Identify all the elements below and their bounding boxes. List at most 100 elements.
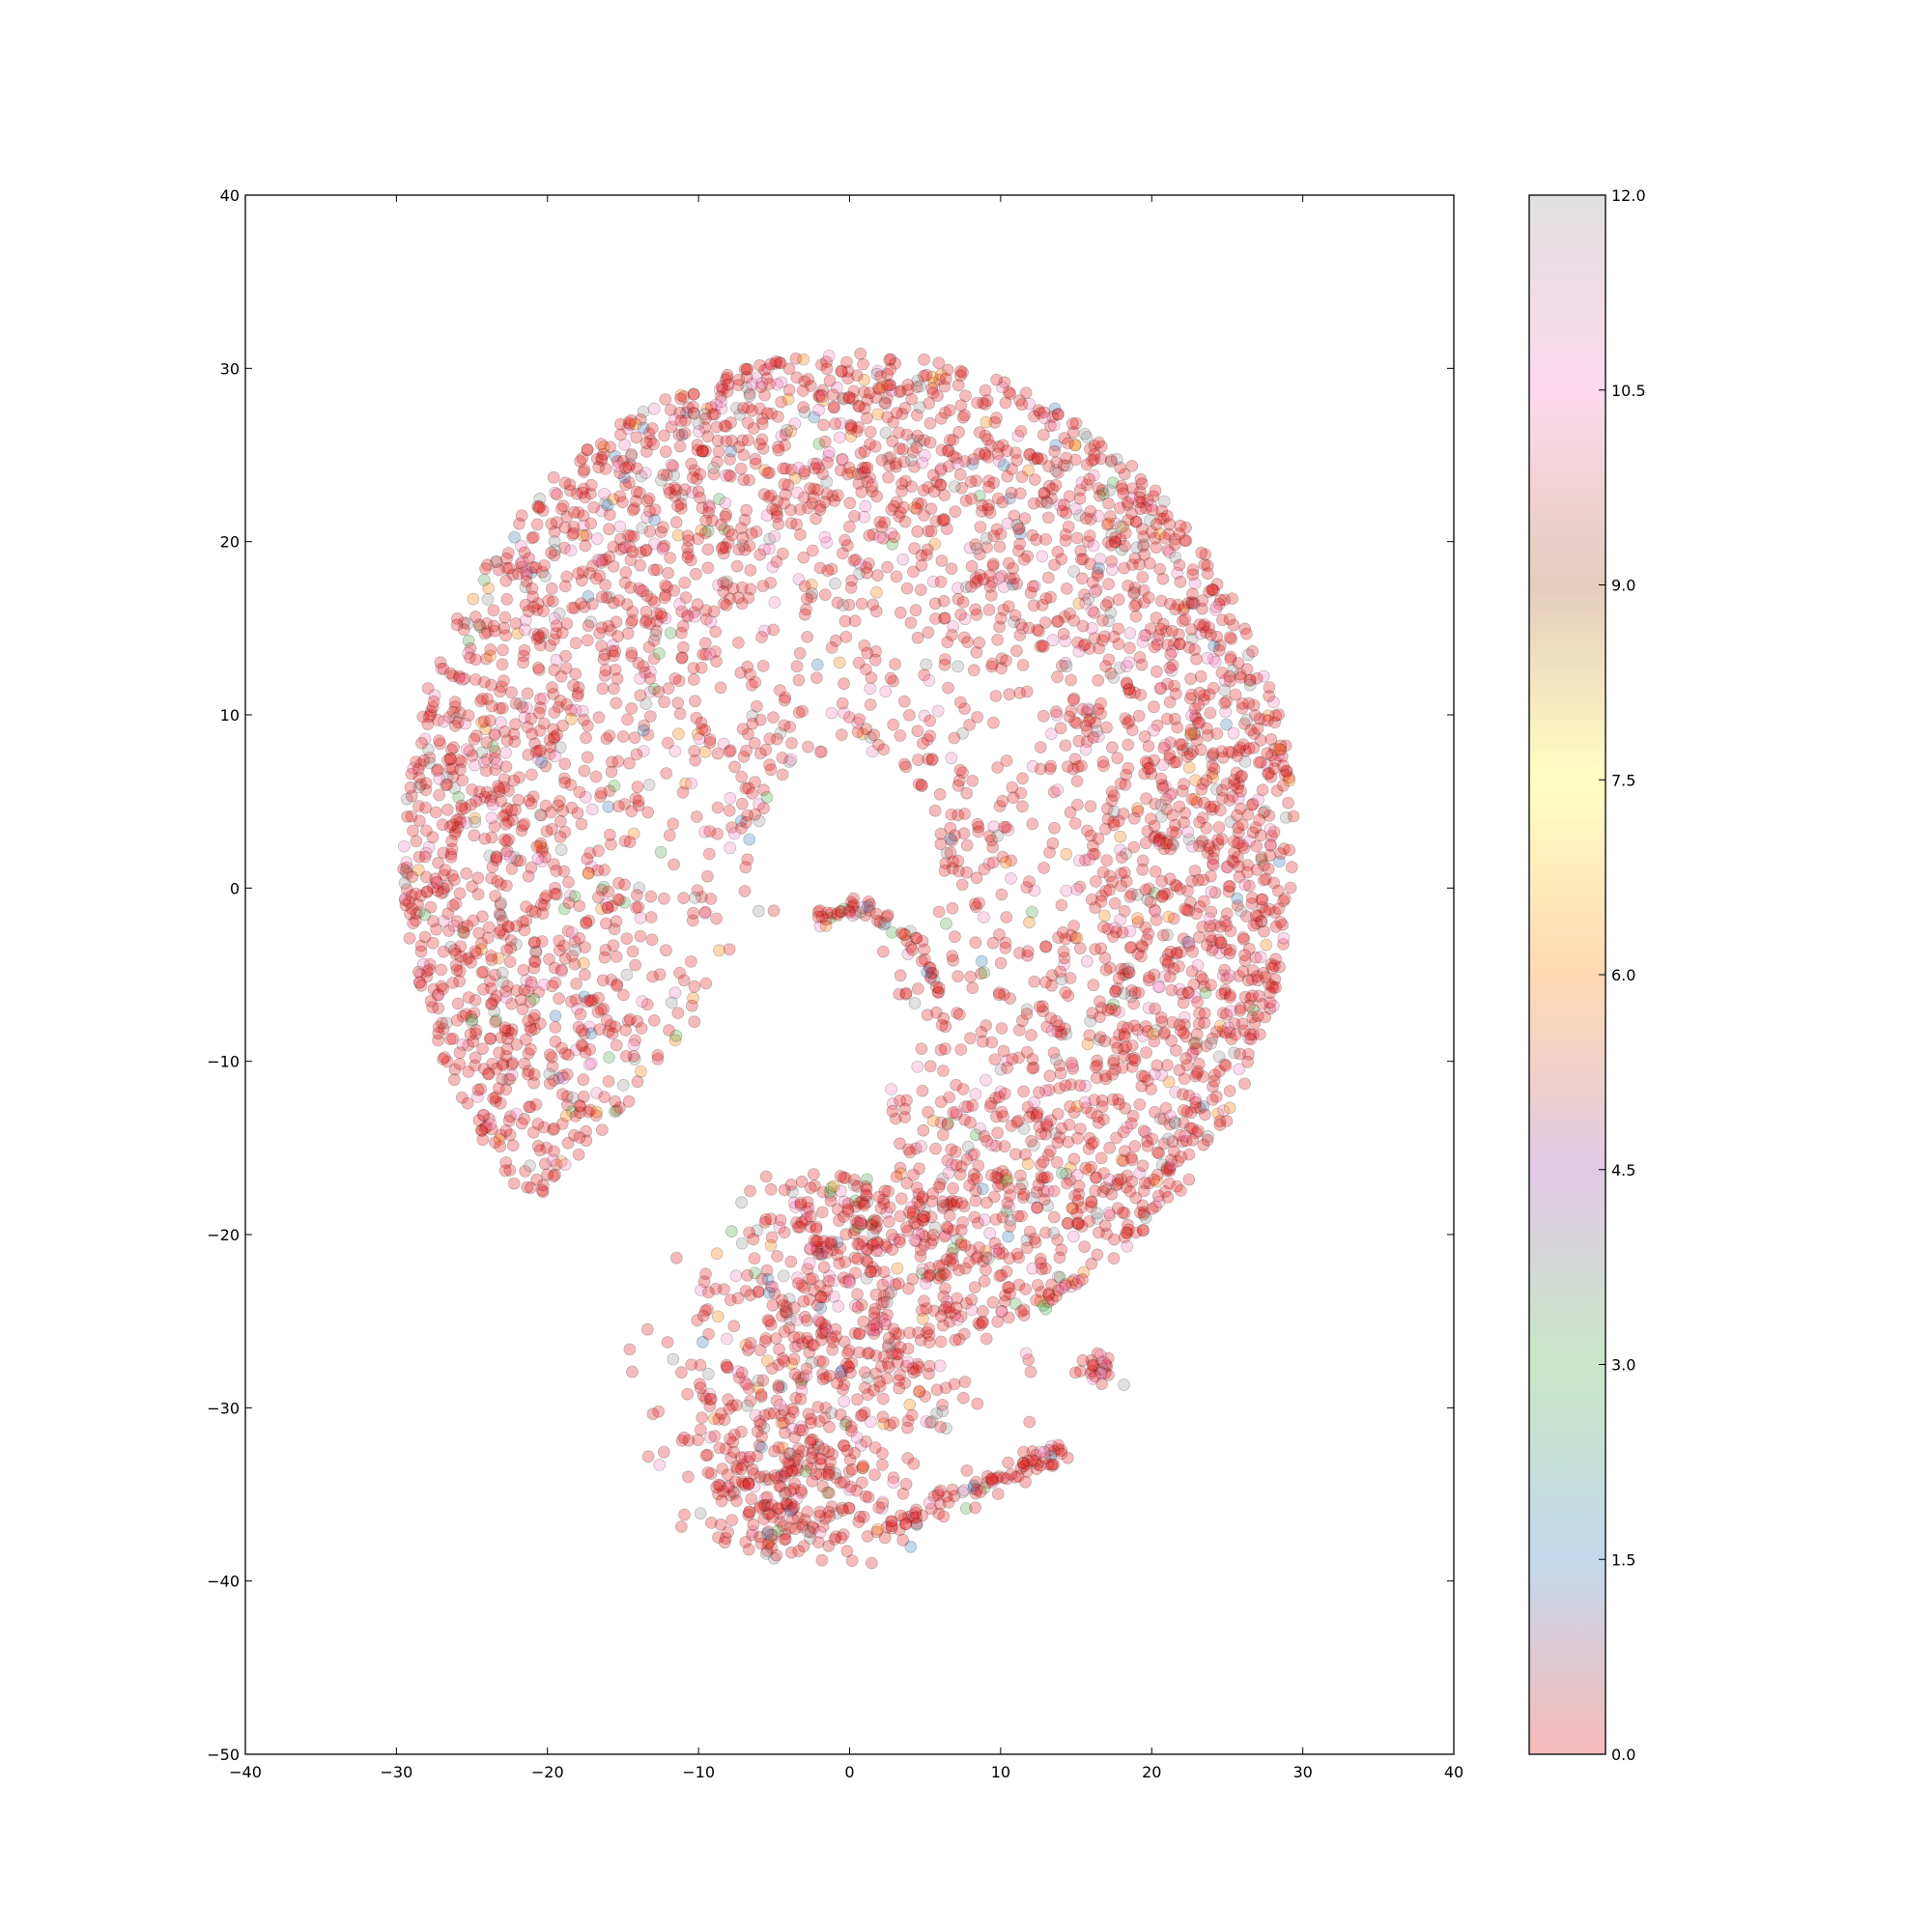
scatter-point — [851, 1288, 864, 1301]
scatter-point — [518, 817, 531, 831]
scatter-point — [894, 1094, 906, 1107]
scatter-point — [906, 1362, 920, 1376]
scatter-point — [1173, 558, 1186, 572]
scatter-point — [485, 953, 498, 966]
scatter-point — [721, 575, 733, 588]
scatter-point — [504, 850, 517, 864]
scatter-point — [1054, 965, 1066, 979]
scatter-point — [657, 1445, 670, 1459]
scatter-point — [658, 429, 670, 442]
scatter-point — [488, 753, 501, 765]
scatter-point — [647, 402, 661, 415]
scatter-point — [580, 731, 592, 745]
scatter-point — [1020, 1234, 1034, 1247]
scatter-point — [671, 499, 684, 513]
scatter-point — [1026, 1053, 1039, 1065]
scatter-point — [761, 1314, 775, 1326]
scatter-point — [442, 924, 456, 937]
scatter-point — [815, 1206, 829, 1219]
scatter-point — [1201, 1133, 1214, 1147]
scatter-point — [637, 584, 650, 597]
scatter-point — [897, 757, 911, 771]
scatter-point — [1151, 1059, 1164, 1072]
scatter-point — [1065, 1202, 1079, 1215]
scatter-point — [1185, 709, 1198, 723]
scatter-point — [1087, 1359, 1100, 1373]
scatter-point — [884, 671, 897, 685]
scatter-point — [1039, 940, 1053, 953]
scatter-point — [981, 433, 995, 446]
scatter-point — [688, 745, 701, 757]
scatter-point — [1037, 428, 1050, 441]
scatter-point — [777, 1416, 790, 1430]
scatter-point — [987, 529, 1001, 543]
scatter-point — [934, 464, 948, 477]
scatter-point — [1043, 1069, 1057, 1083]
scatter-point — [833, 431, 846, 444]
scatter-point — [1181, 825, 1195, 838]
scatter-point — [1186, 1133, 1200, 1147]
scatter-point — [708, 1430, 722, 1443]
scatter-point — [661, 1336, 674, 1349]
scatter-point — [570, 978, 582, 990]
scatter-point — [668, 584, 681, 597]
scatter-point — [1121, 1121, 1133, 1134]
scatter-point — [1156, 928, 1170, 942]
scatter-point — [979, 429, 992, 442]
scatter-point — [925, 1195, 939, 1208]
scatter-point — [946, 629, 958, 641]
scatter-point — [848, 510, 861, 523]
scatter-point — [1224, 1005, 1237, 1017]
scatter-point — [584, 517, 598, 530]
scatter-point — [1100, 518, 1114, 531]
scatter-point — [992, 572, 1006, 584]
scatter-point — [1078, 1240, 1092, 1253]
scatter-point — [499, 1124, 513, 1137]
scatter-point — [869, 605, 883, 618]
scatter-point — [530, 518, 544, 531]
scatter-point — [1047, 1184, 1061, 1198]
scatter-point — [1053, 1251, 1066, 1264]
scatter-point — [999, 942, 1012, 954]
scatter-point — [732, 591, 745, 605]
scatter-point — [702, 1367, 715, 1380]
scatter-point — [807, 491, 820, 504]
scatter-point — [1173, 1064, 1186, 1077]
scatter-point — [480, 736, 494, 749]
scatter-point — [1118, 539, 1131, 553]
scatter-point — [736, 434, 750, 447]
scatter-point — [660, 767, 673, 780]
scatter-point — [431, 884, 444, 897]
scatter-point — [735, 770, 749, 783]
scatter-point — [420, 886, 434, 898]
scatter-point — [457, 925, 470, 939]
scatter-point — [1136, 1199, 1150, 1212]
scatter-point — [1246, 644, 1259, 658]
scatter-point — [687, 906, 699, 920]
scatter-point — [671, 696, 685, 709]
scatter-point — [855, 597, 868, 611]
scatter-point — [1182, 1173, 1196, 1186]
scatter-point — [414, 939, 428, 952]
scatter-point — [1178, 1104, 1190, 1117]
scatter-point — [929, 612, 942, 625]
scatter-point — [1182, 1089, 1196, 1102]
scatter-point — [433, 772, 446, 785]
scatter-point — [497, 674, 510, 687]
scatter-point — [995, 1022, 1009, 1035]
scatter-point — [641, 1450, 655, 1463]
scatter-point — [956, 1486, 969, 1498]
scatter-point — [1125, 507, 1138, 520]
scatter-point — [1207, 681, 1220, 695]
scatter-point — [653, 968, 667, 981]
scatter-point — [831, 1377, 843, 1390]
scatter-point — [1182, 1148, 1196, 1161]
scatter-point — [1062, 1451, 1074, 1464]
scatter-point — [412, 905, 426, 919]
scatter-point — [1127, 840, 1141, 854]
scatter-point — [1029, 473, 1041, 486]
scatter-point — [920, 658, 933, 671]
scatter-point — [1044, 419, 1057, 433]
scatter-point — [1048, 821, 1061, 835]
scatter-point — [442, 711, 456, 724]
